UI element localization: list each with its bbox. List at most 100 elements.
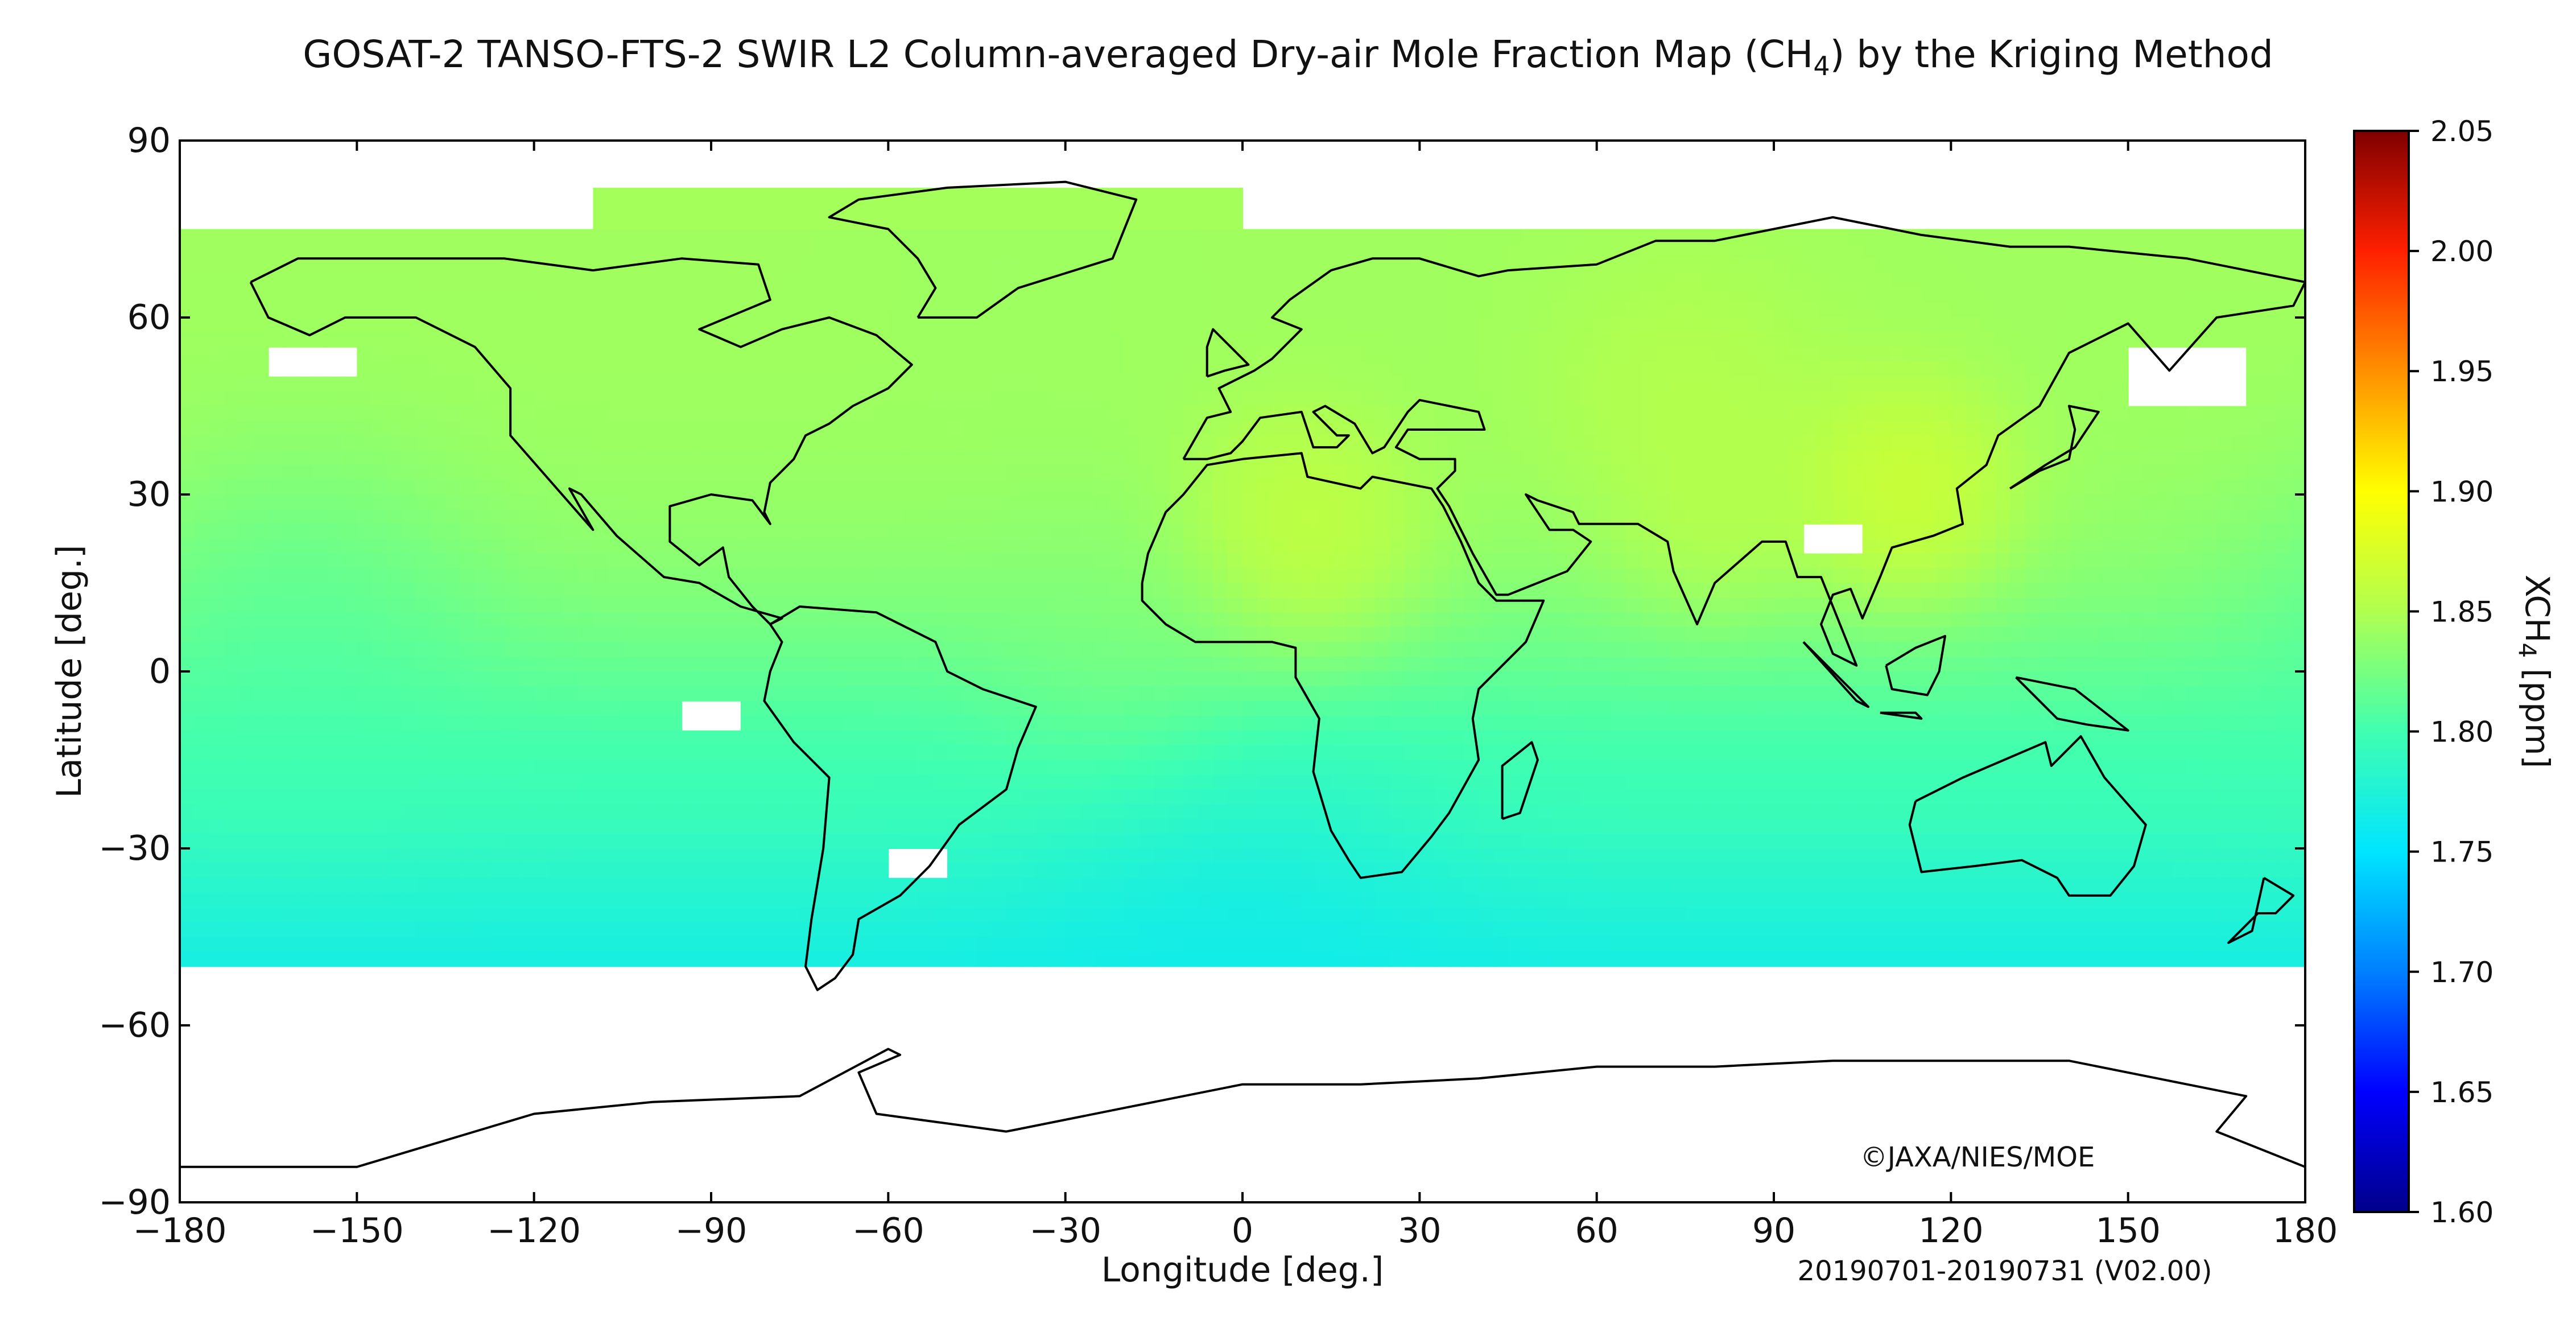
field-cell	[1154, 332, 1170, 348]
field-cell	[1862, 376, 1878, 392]
field-cell	[180, 391, 195, 407]
field-cell	[2276, 523, 2292, 539]
field-cell	[268, 627, 284, 643]
field-cell	[1995, 671, 2011, 687]
field-cell	[1050, 509, 1066, 525]
field-cell	[711, 465, 726, 481]
field-cell	[1390, 657, 1406, 672]
field-cell	[401, 553, 417, 569]
field-cell	[371, 406, 387, 422]
field-cell	[2290, 347, 2305, 362]
field-cell	[1537, 480, 1553, 495]
field-cell	[357, 657, 373, 672]
field-cell	[1449, 361, 1465, 377]
field-cell	[667, 465, 683, 481]
field-cell	[401, 657, 417, 672]
field-cell	[608, 715, 624, 731]
field-cell	[1744, 597, 1760, 613]
field-cell	[1715, 686, 1731, 702]
field-cell	[829, 523, 845, 539]
field-cell	[1345, 273, 1361, 289]
field-cell	[622, 420, 638, 436]
field-cell	[2113, 332, 2129, 348]
field-cell	[1656, 612, 1671, 628]
field-cell	[1109, 480, 1125, 495]
field-cell	[1670, 347, 1686, 362]
field-cell	[1759, 465, 1774, 481]
field-cell	[1892, 553, 1908, 569]
field-cell	[534, 273, 550, 289]
field-cell	[2098, 686, 2114, 702]
field-cell	[224, 480, 240, 495]
field-cell	[548, 538, 564, 554]
field-cell	[401, 318, 417, 333]
field-cell	[238, 538, 254, 554]
field-cell	[1228, 420, 1243, 436]
field-cell	[1434, 612, 1450, 628]
field-cell	[504, 671, 520, 687]
field-cell	[1951, 288, 1967, 304]
field-cell	[1095, 273, 1111, 289]
field-cell	[401, 258, 417, 274]
field-cell	[180, 715, 195, 731]
field-cell	[637, 597, 653, 613]
field-cell	[298, 657, 313, 672]
field-cell	[608, 435, 624, 451]
field-cell	[1744, 730, 1760, 746]
field-cell	[593, 465, 609, 481]
field-cell	[312, 244, 328, 259]
field-cell	[2231, 568, 2247, 584]
field-cell	[534, 568, 550, 584]
field-cell	[2157, 523, 2173, 539]
field-cell	[1582, 730, 1597, 746]
field-cell	[1832, 391, 1848, 407]
field-cell	[1390, 642, 1406, 658]
field-cell	[593, 494, 609, 510]
field-cell	[2187, 523, 2203, 539]
field-cell	[224, 597, 240, 613]
field-cell	[1301, 480, 1317, 495]
field-cell	[1774, 730, 1789, 746]
field-cell	[1479, 538, 1495, 554]
field-cell	[1375, 597, 1391, 613]
field-cell	[357, 244, 373, 259]
field-cell	[298, 465, 313, 481]
field-cell	[2157, 597, 2173, 613]
field-cell	[2128, 303, 2144, 318]
field-cell	[504, 480, 520, 495]
field-cell	[755, 553, 771, 569]
field-cell	[725, 686, 741, 702]
field-cell	[1936, 376, 1952, 392]
field-cell	[1169, 244, 1184, 259]
field-cell	[770, 583, 786, 599]
field-cell	[2187, 303, 2203, 318]
field-cell	[1375, 229, 1391, 245]
field-cell	[932, 376, 948, 392]
field-cell	[194, 494, 210, 510]
field-cell	[1774, 568, 1789, 584]
field-cell	[2246, 538, 2262, 554]
field-cell	[667, 597, 683, 613]
field-cell	[1906, 568, 1922, 584]
field-cell	[1345, 671, 1361, 687]
field-cell	[1877, 391, 1893, 407]
field-cell	[460, 318, 476, 333]
field-cell	[947, 318, 963, 333]
field-cell	[1035, 568, 1051, 584]
field-cell	[711, 627, 726, 643]
field-cell	[1862, 627, 1878, 643]
field-cell	[371, 420, 387, 436]
field-cell	[253, 583, 269, 599]
field-cell	[312, 435, 328, 451]
field-cell	[1065, 391, 1081, 407]
field-cell	[873, 538, 889, 554]
field-cell	[445, 671, 461, 687]
field-cell	[1596, 671, 1612, 687]
field-cell	[2128, 671, 2144, 687]
field-cell	[2231, 435, 2247, 451]
field-cell	[209, 568, 225, 584]
field-cell	[2157, 332, 2173, 348]
field-cell	[1021, 657, 1037, 672]
field-cell	[194, 347, 210, 362]
